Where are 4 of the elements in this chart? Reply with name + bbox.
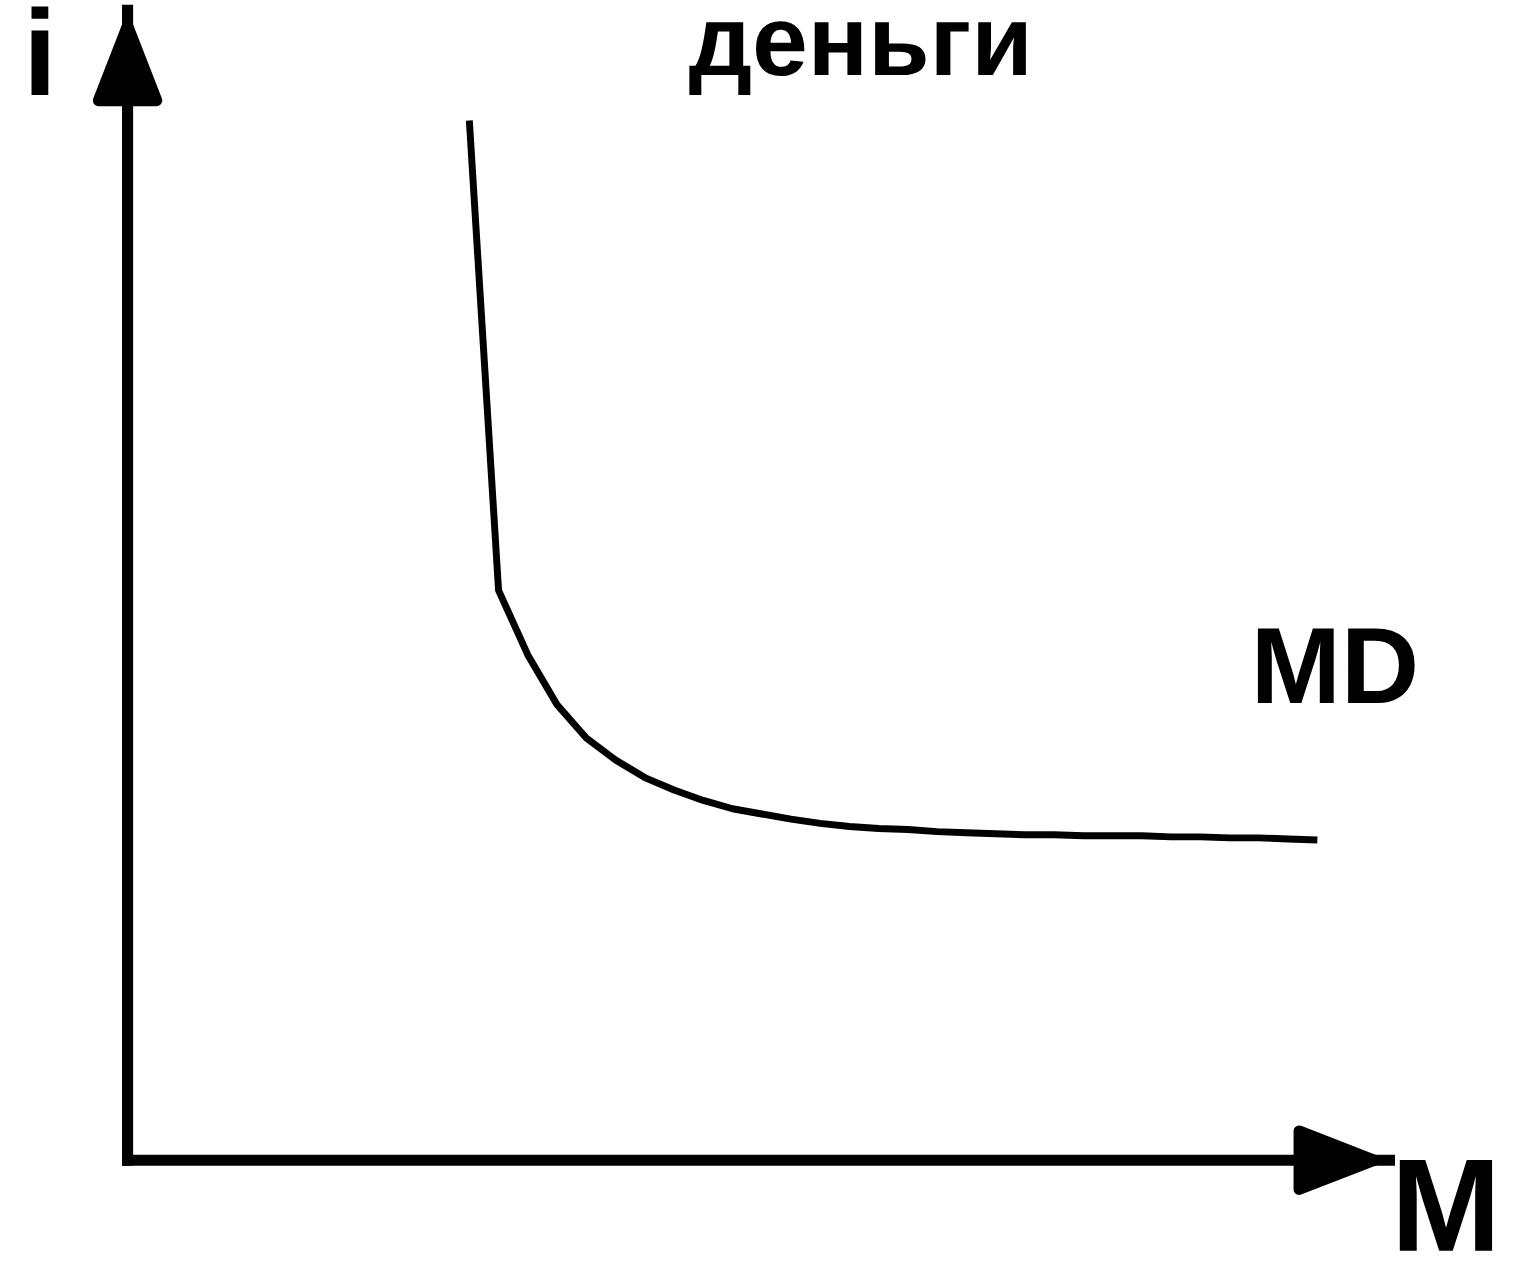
chart-title: деньги [689, 21, 1026, 95]
series-label: MD [1257, 628, 1415, 704]
y-axis-title: i [31, 6, 49, 95]
x-axis-title: M [1399, 1160, 1493, 1251]
